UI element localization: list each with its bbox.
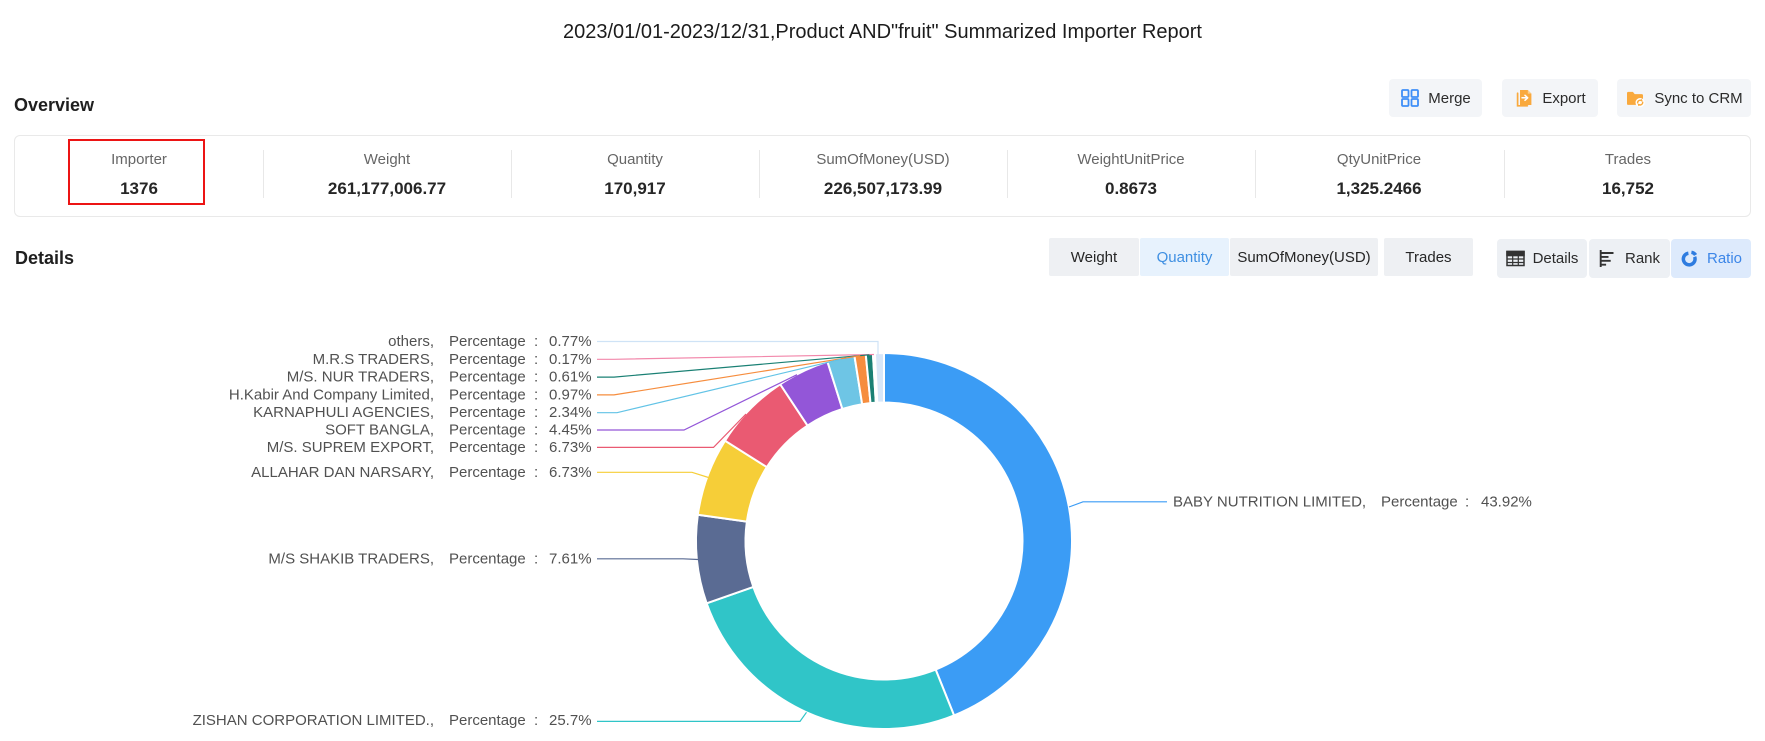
- svg-text:Percentage: Percentage: [449, 369, 526, 386]
- svg-text:SOFT BANGLA,: SOFT BANGLA,: [325, 422, 434, 439]
- svg-text:M.R.S TRADERS,: M.R.S TRADERS,: [313, 351, 434, 368]
- svg-text:others,: others,: [388, 333, 434, 350]
- svg-text::: :: [534, 351, 538, 368]
- svg-text:Percentage: Percentage: [449, 351, 526, 368]
- svg-text:ZISHAN CORPORATION LIMITED.,: ZISHAN CORPORATION LIMITED.,: [193, 712, 434, 729]
- svg-text::: :: [534, 333, 538, 350]
- svg-text:Percentage: Percentage: [449, 712, 526, 729]
- svg-text:0.17%: 0.17%: [549, 351, 592, 368]
- svg-text:6.73%: 6.73%: [549, 439, 592, 456]
- svg-text:Percentage: Percentage: [449, 404, 526, 421]
- svg-text:0.77%: 0.77%: [549, 333, 592, 350]
- svg-text:Percentage: Percentage: [1381, 493, 1458, 510]
- svg-text:H.Kabir And Company Limited,: H.Kabir And Company Limited,: [229, 386, 434, 403]
- svg-text:7.61%: 7.61%: [549, 550, 592, 567]
- svg-text::: :: [534, 464, 538, 481]
- svg-text::: :: [1465, 493, 1469, 510]
- svg-text:Percentage: Percentage: [449, 386, 526, 403]
- svg-text:KARNAPHULI AGENCIES,: KARNAPHULI AGENCIES,: [253, 404, 434, 421]
- svg-text::: :: [534, 369, 538, 386]
- svg-text::: :: [534, 712, 538, 729]
- svg-text::: :: [534, 404, 538, 421]
- svg-text:0.61%: 0.61%: [549, 369, 592, 386]
- svg-text:M/S. NUR TRADERS,: M/S. NUR TRADERS,: [287, 369, 434, 386]
- svg-text:6.73%: 6.73%: [549, 464, 592, 481]
- svg-text:25.7%: 25.7%: [549, 712, 592, 729]
- svg-text::: :: [534, 422, 538, 439]
- svg-text:0.97%: 0.97%: [549, 386, 592, 403]
- svg-text:Percentage: Percentage: [449, 439, 526, 456]
- svg-text:ALLAHAR DAN NARSARY,: ALLAHAR DAN NARSARY,: [251, 464, 434, 481]
- svg-text:M/S. SUPREM EXPORT,: M/S. SUPREM EXPORT,: [267, 439, 434, 456]
- svg-text::: :: [534, 439, 538, 456]
- svg-text:43.92%: 43.92%: [1481, 493, 1532, 510]
- svg-text:2.34%: 2.34%: [549, 404, 592, 421]
- svg-text:Percentage: Percentage: [449, 422, 526, 439]
- svg-text::: :: [534, 550, 538, 567]
- svg-text:M/S SHAKIB TRADERS,: M/S SHAKIB TRADERS,: [268, 550, 434, 567]
- svg-text:4.45%: 4.45%: [549, 422, 592, 439]
- svg-text:Percentage: Percentage: [449, 464, 526, 481]
- svg-text::: :: [534, 386, 538, 403]
- svg-text:Percentage: Percentage: [449, 550, 526, 567]
- svg-text:BABY NUTRITION LIMITED,: BABY NUTRITION LIMITED,: [1173, 493, 1366, 510]
- svg-text:Percentage: Percentage: [449, 333, 526, 350]
